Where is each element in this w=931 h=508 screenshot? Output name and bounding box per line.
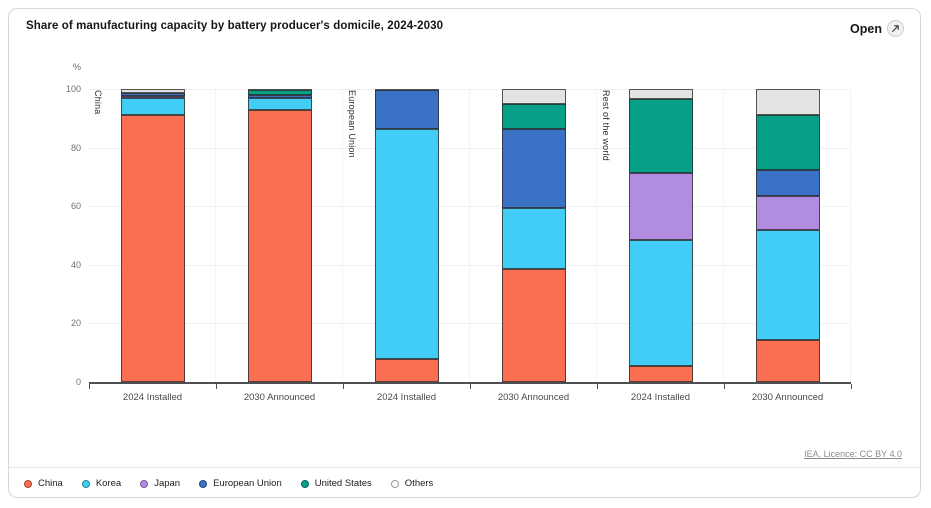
x-category-label: 2024 Installed xyxy=(122,392,183,403)
segment-european-union[interactable] xyxy=(247,94,312,98)
gridline xyxy=(89,323,851,325)
x-tick-mark xyxy=(597,384,598,389)
segment-japan[interactable] xyxy=(628,172,693,240)
stacked-bar-2030-announced-5[interactable] xyxy=(755,89,820,382)
segment-european-union[interactable] xyxy=(120,93,185,96)
segment-others[interactable] xyxy=(628,89,693,100)
legend-label: Japan xyxy=(154,478,181,489)
y-tick-label: 80 xyxy=(70,142,81,153)
segment-korea[interactable] xyxy=(374,128,439,359)
legend-dot xyxy=(199,479,208,488)
segment-china[interactable] xyxy=(755,339,820,382)
stacked-bar-2024-installed-2[interactable] xyxy=(374,89,439,382)
source-licence-link[interactable]: IEA. Licence: CC BY 4.0 xyxy=(804,449,902,459)
segment-united-states[interactable] xyxy=(755,115,820,170)
x-category-label: 2024 Installed xyxy=(630,392,691,403)
segment-united-states[interactable] xyxy=(501,103,566,129)
open-button-label: Open xyxy=(850,21,882,36)
segment-korea[interactable] xyxy=(120,97,185,116)
chart-card: Share of manufacturing capacity by batte… xyxy=(8,8,921,498)
segment-china[interactable] xyxy=(247,109,312,382)
y-axis-unit: % xyxy=(72,62,81,72)
legend-dot xyxy=(300,479,309,488)
y-tick-label: 40 xyxy=(70,259,81,270)
x-tick-mark xyxy=(724,384,725,389)
segment-others[interactable] xyxy=(755,89,820,116)
legend-label: Korea xyxy=(95,478,122,489)
group-label-european-union: European Union xyxy=(347,90,357,158)
legend: China Korea Japan European Union United Stat… xyxy=(24,478,433,489)
vertical-gridline xyxy=(215,89,216,382)
segment-united-states[interactable] xyxy=(628,99,693,173)
legend-label: China xyxy=(38,478,63,489)
legend-label: Others xyxy=(404,478,434,489)
vertical-gridline xyxy=(596,89,597,382)
segment-china[interactable] xyxy=(374,358,439,382)
legend-dot xyxy=(140,479,149,488)
legend-item-japan[interactable]: Japan xyxy=(140,478,180,489)
group-label-rest-of-the-world: Rest of the world xyxy=(601,90,611,161)
legend-item-european-union[interactable]: European Union xyxy=(199,478,282,489)
open-external-icon xyxy=(887,20,904,37)
segment-united-states[interactable] xyxy=(247,90,312,95)
segment-japan[interactable] xyxy=(120,95,185,98)
x-category-label: 2024 Installed xyxy=(376,392,437,403)
legend-item-china[interactable]: China xyxy=(24,478,63,489)
stacked-bar-2024-installed-0[interactable] xyxy=(120,89,185,382)
x-tick-mark xyxy=(851,384,852,389)
x-tick-mark xyxy=(343,384,344,389)
x-tick-mark xyxy=(470,384,471,389)
x-category-label: 2030 Announced xyxy=(243,392,316,403)
segment-japan[interactable] xyxy=(755,195,820,230)
legend-item-united-states[interactable]: United States xyxy=(300,478,372,489)
y-tick-label: 20 xyxy=(70,318,81,329)
segment-others[interactable] xyxy=(374,89,439,91)
gridline xyxy=(89,89,851,90)
legend-item-others[interactable]: Others xyxy=(390,478,434,489)
legend-item-korea[interactable]: Korea xyxy=(81,478,122,489)
segment-korea[interactable] xyxy=(501,207,566,270)
group-label-china: China xyxy=(93,90,103,115)
x-tick-mark xyxy=(216,384,217,389)
vertical-gridline xyxy=(342,89,343,382)
x-tick-mark xyxy=(89,384,90,389)
gridline xyxy=(89,206,851,208)
stacked-bar-2024-installed-4[interactable] xyxy=(628,89,693,382)
segment-european-union[interactable] xyxy=(755,169,820,196)
vertical-gridline xyxy=(723,89,724,382)
vertical-gridline xyxy=(469,89,470,382)
segment-korea[interactable] xyxy=(247,97,312,110)
segment-korea[interactable] xyxy=(755,229,820,340)
y-tick-label: 0 xyxy=(75,377,81,387)
open-button[interactable]: Open xyxy=(846,16,908,41)
stacked-bar-2030-announced-3[interactable] xyxy=(501,89,566,382)
gridline xyxy=(89,147,851,149)
segment-china[interactable] xyxy=(120,115,185,382)
legend-dot xyxy=(24,479,32,488)
segment-china[interactable] xyxy=(501,269,566,382)
legend-dot xyxy=(81,479,90,488)
segment-european-union[interactable] xyxy=(501,128,566,208)
x-category-label: 2030 Announced xyxy=(751,392,824,403)
segment-korea[interactable] xyxy=(628,239,693,366)
y-tick-label: 60 xyxy=(70,201,81,212)
chart-title: Share of manufacturing capacity by batte… xyxy=(26,20,444,32)
stacked-bar-2030-announced-1[interactable] xyxy=(247,89,312,382)
legend-dot xyxy=(390,479,399,488)
x-category-label: 2030 Announced xyxy=(497,392,570,403)
footer-divider xyxy=(9,467,920,468)
legend-label: United States xyxy=(314,478,372,489)
plot-area: China European Union Rest of the world xyxy=(89,89,851,384)
y-tick-label: 100 xyxy=(65,84,81,94)
segment-others[interactable] xyxy=(247,89,312,91)
segment-european-union[interactable] xyxy=(374,90,439,129)
legend-label: European Union xyxy=(213,478,282,489)
gridline xyxy=(89,264,851,266)
segment-others[interactable] xyxy=(501,89,566,104)
segment-china[interactable] xyxy=(628,365,693,382)
vertical-gridline xyxy=(850,89,851,382)
segment-others[interactable] xyxy=(120,89,185,94)
